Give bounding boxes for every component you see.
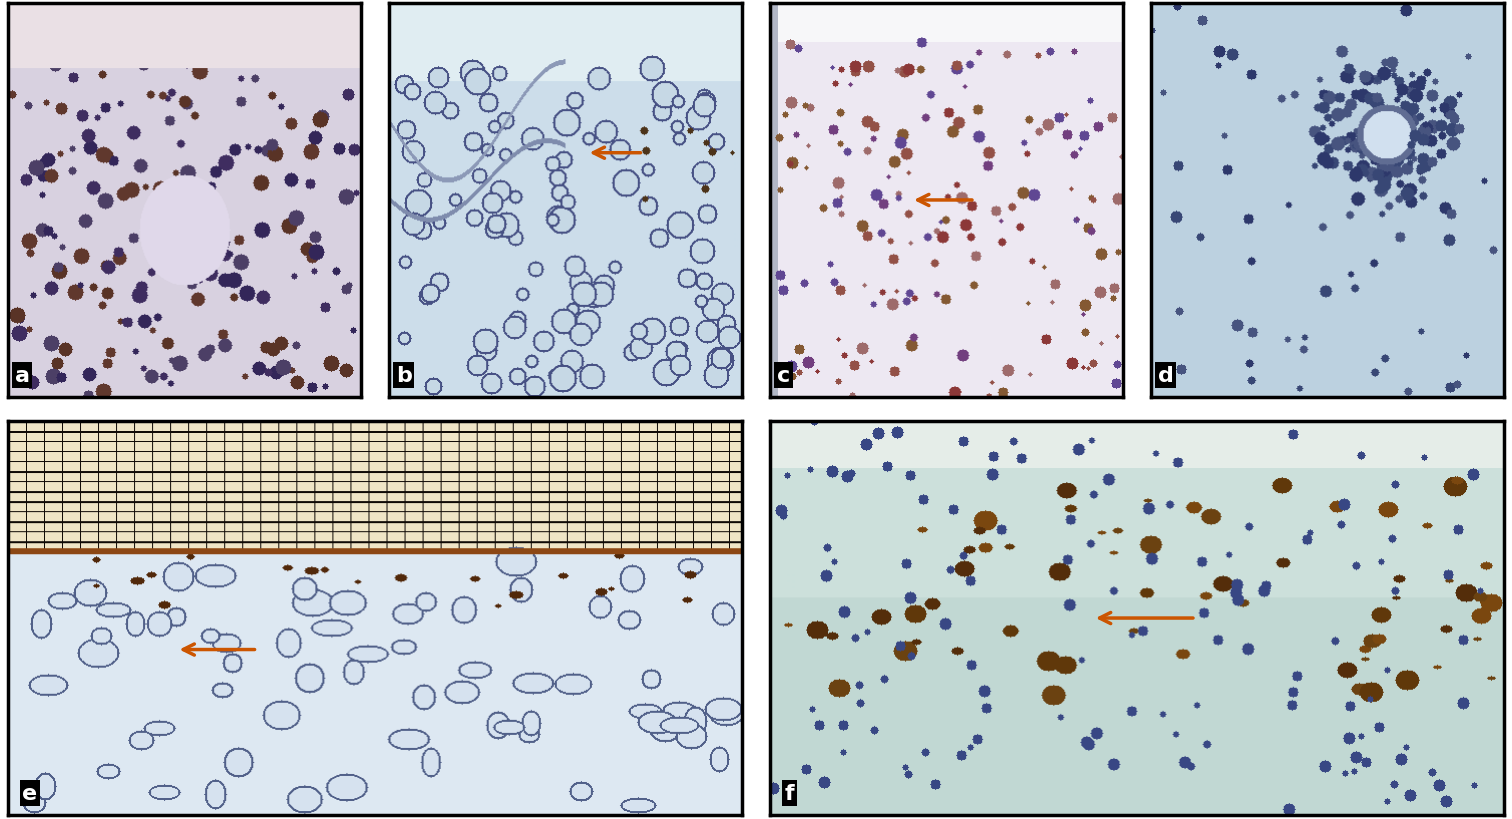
- Text: a: a: [15, 365, 30, 386]
- Text: e: e: [23, 783, 38, 803]
- Text: c: c: [777, 365, 789, 386]
- Text: d: d: [1158, 365, 1173, 386]
- Text: f: f: [785, 783, 794, 803]
- Text: b: b: [396, 365, 411, 386]
